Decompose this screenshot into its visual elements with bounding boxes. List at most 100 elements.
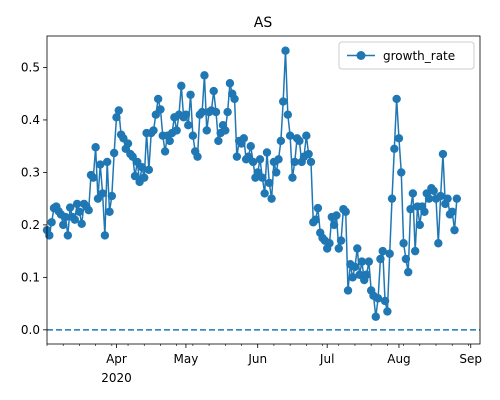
y-tick-label: 0.1 [21, 270, 40, 284]
data-point [105, 207, 114, 216]
data-point [394, 134, 404, 143]
data-point [387, 194, 397, 203]
data-point [211, 107, 221, 117]
data-point [399, 239, 408, 248]
data-point [239, 134, 249, 143]
data-point [353, 244, 362, 253]
data-point [380, 296, 390, 306]
x-tick-label: Jun [247, 352, 267, 366]
data-point [45, 231, 54, 240]
data-point [223, 107, 232, 117]
data-point [70, 215, 79, 224]
data-point [221, 126, 230, 135]
y-tick-label: 0.2 [21, 218, 40, 232]
data-point [272, 168, 281, 177]
data-point [103, 157, 112, 167]
data-point [188, 131, 198, 140]
data-point [72, 199, 82, 209]
data-point [278, 97, 288, 106]
data-point [177, 81, 186, 91]
data-point [214, 136, 223, 146]
data-point [311, 215, 320, 224]
data-point [452, 194, 462, 203]
data-point [304, 149, 313, 159]
data-point [385, 249, 394, 258]
data-point [329, 220, 339, 230]
data-point [434, 239, 443, 248]
y-tick-label: 0.5 [21, 60, 40, 74]
data-point [232, 152, 242, 161]
data-point [260, 189, 269, 198]
data-point [410, 246, 420, 256]
data-point [112, 113, 121, 122]
data-point [376, 254, 385, 264]
data-point [424, 194, 434, 203]
data-point [383, 307, 392, 316]
data-point [153, 94, 163, 104]
data-point [404, 267, 413, 277]
data-point [336, 236, 346, 245]
data-point [186, 90, 195, 99]
data-point [406, 204, 415, 214]
data-point [448, 207, 457, 216]
data-point [401, 254, 411, 264]
plot-area [42, 46, 480, 331]
data-point [415, 220, 424, 230]
data-point [184, 121, 193, 130]
data-point [276, 136, 286, 146]
data-point [443, 194, 452, 203]
data-point [325, 239, 334, 248]
x-tick-label: May [174, 352, 199, 366]
data-point [290, 157, 299, 167]
y-tick-label: 0.4 [21, 113, 40, 127]
chart-title: AS [254, 15, 273, 31]
data-point [420, 207, 429, 216]
data-point [65, 203, 75, 212]
data-point [450, 225, 459, 235]
data-point [341, 207, 350, 216]
legend-box [338, 41, 475, 70]
x-tick-label: Apr [106, 352, 127, 366]
data-point [248, 157, 258, 167]
data-point [429, 186, 438, 195]
series-line-growth-rate [46, 50, 458, 317]
x-axis: Apr 2020 May Jun Jul Aug Sep [46, 344, 482, 385]
data-point [397, 168, 406, 177]
data-point [343, 286, 353, 295]
data-point [98, 189, 107, 198]
data-point [295, 136, 304, 146]
data-point [149, 126, 158, 135]
data-point [107, 191, 117, 201]
data-point [302, 131, 311, 140]
data-point [202, 126, 211, 135]
data-point [172, 126, 181, 135]
data-point [306, 157, 316, 167]
data-point [156, 105, 165, 114]
data-point [350, 262, 360, 272]
data-point [47, 218, 56, 227]
x-tick-label: Jul [319, 352, 334, 366]
data-point [283, 110, 293, 119]
legend-marker-swatch [356, 51, 366, 60]
plot-frame [46, 35, 481, 345]
x-tick-sublabel: 2020 [101, 371, 132, 385]
data-point [438, 149, 448, 159]
data-point [313, 203, 323, 213]
data-point [165, 136, 174, 146]
y-axis: 0.0 0.1 0.2 0.3 0.4 0.5 [21, 60, 47, 337]
data-point [267, 194, 276, 203]
data-point [285, 131, 295, 140]
data-point [334, 244, 343, 253]
data-point [255, 155, 265, 164]
data-point [144, 165, 154, 174]
data-point [392, 94, 401, 104]
x-tick-label: Aug [387, 352, 410, 366]
data-point [265, 178, 274, 188]
data-point [364, 257, 374, 266]
data-point [390, 144, 399, 154]
data-point [114, 106, 123, 115]
data-point [262, 148, 272, 157]
data-point [77, 219, 86, 229]
data-point [436, 191, 445, 201]
data-point [246, 141, 255, 151]
